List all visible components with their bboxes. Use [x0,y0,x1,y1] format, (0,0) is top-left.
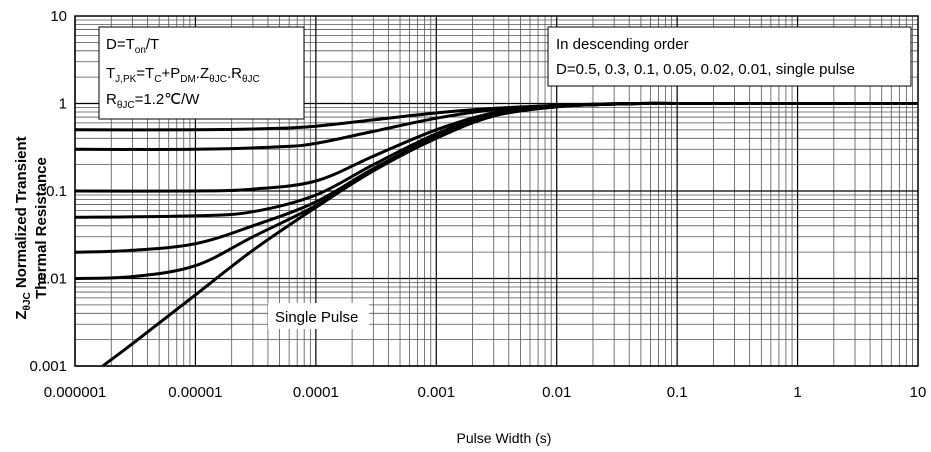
series-line-d-0_05 [74,101,918,219]
y-tick-label: 1 [59,96,67,113]
x-tick-label: 0.00001 [168,384,222,401]
y-tick-label: 0.001 [29,358,67,375]
y-axis-label: ZθJC Normalized Transient [13,136,33,319]
formula-duty: D=Ton/T [106,36,159,56]
single-pulse-box [268,303,369,329]
order-box [547,26,912,87]
x-tick-label: 0.000001 [44,384,107,401]
x-tick-label: 10 [910,384,927,401]
formula-box [98,26,305,120]
order-heading: In descending order [556,36,689,53]
series-layer [74,101,918,368]
formula-rthjc: RθJC=1.2℃/W [106,91,200,111]
formula-junction-temp: TJ,PK=TC+PDM.ZθJC.RθJC [106,65,260,85]
x-tick-label: 0.0001 [293,384,339,401]
x-tick-label: 1 [793,384,801,401]
y-tick-label: 0.01 [38,271,67,288]
x-tick-label: 0.001 [418,384,456,401]
x-tick-labels: 0.000001 0.00001 0.0001 0.001 0.01 0.1 1 10 [44,384,927,401]
y-tick-label: 10 [50,8,67,25]
order-duty-list: D=0.5, 0.3, 0.1, 0.05, 0.02, 0.01, singl… [556,61,855,78]
y-tick-labels: 0.001 0.01 0.1 1 10 [29,8,67,375]
x-axis-label: Pulse Width (s) [457,430,552,446]
y-axis-label-line2: Thermal Resistance [33,157,50,299]
x-tick-label: 0.01 [542,384,571,401]
series-line-d-0_02 [74,101,918,254]
single-pulse-label: Single Pulse [275,309,358,326]
series-line-single-pulse [101,101,918,368]
x-tick-label: 0.1 [667,384,688,401]
y-tick-label: 0.1 [46,183,67,200]
